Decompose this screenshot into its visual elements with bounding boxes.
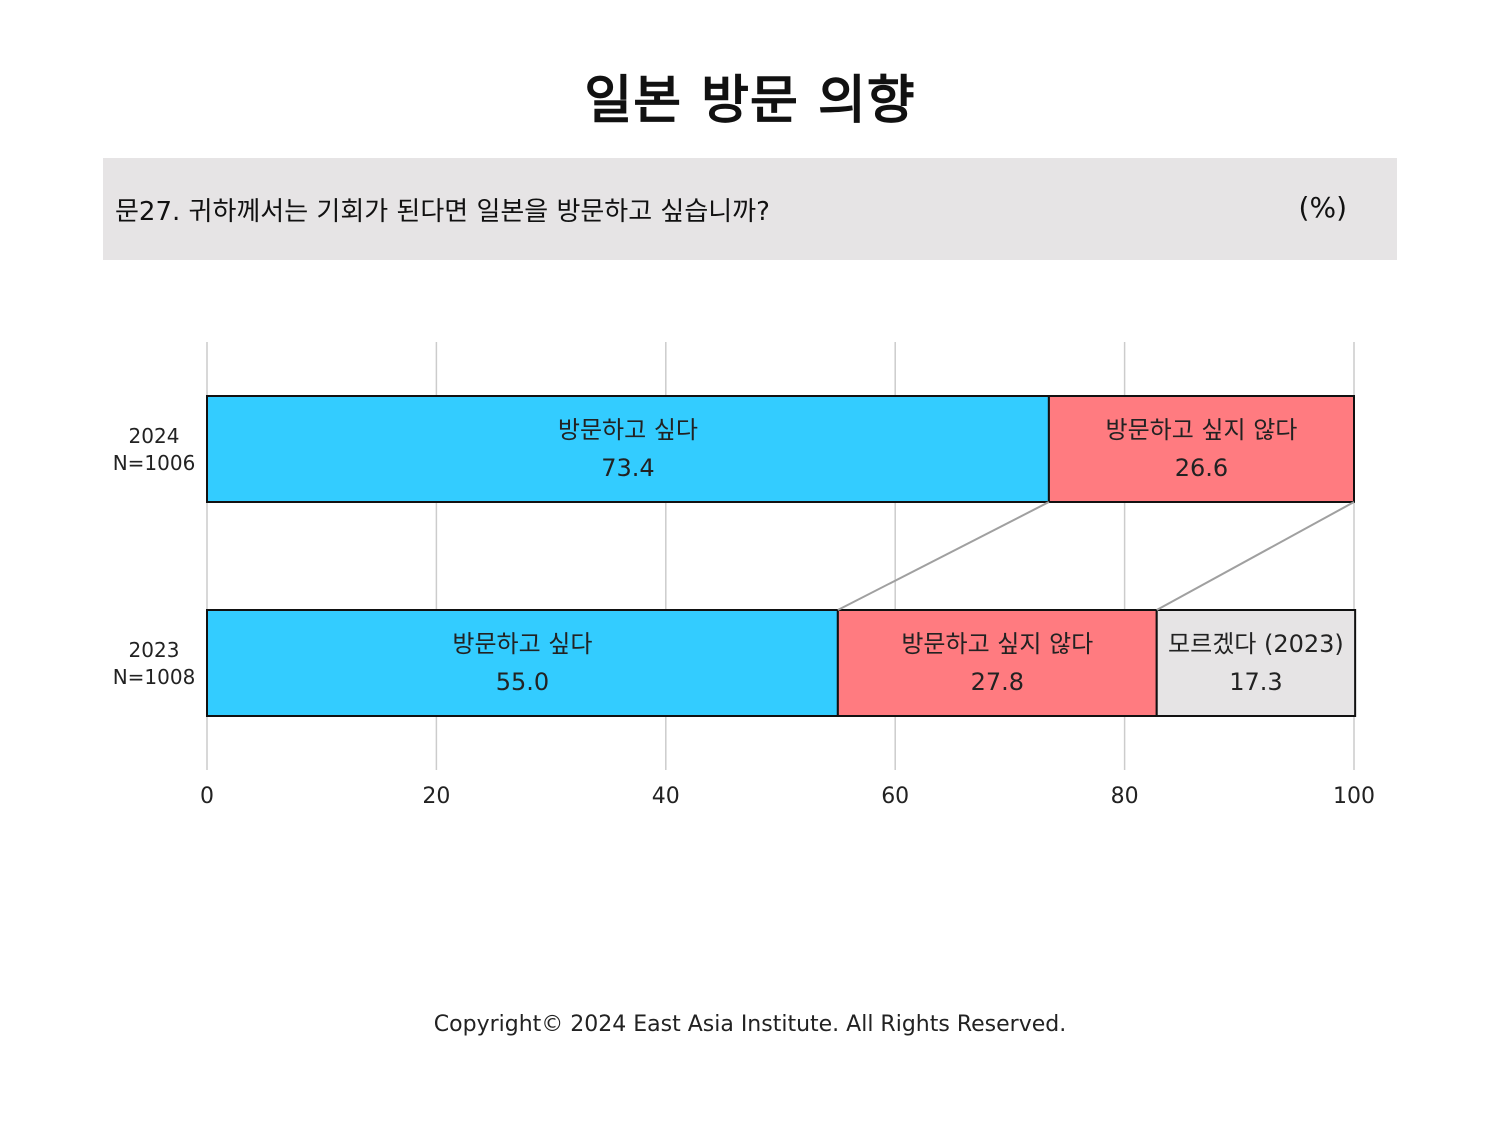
bar-2024-series-1 bbox=[1047, 395, 1355, 503]
bar-value-2023-series-0: 55.0 bbox=[496, 668, 549, 696]
page-title: 일본 방문 의향 bbox=[584, 71, 916, 131]
bar-value-2024-series-1: 26.6 bbox=[1175, 454, 1228, 482]
bar-label-2024-series-1: 방문하고 싶지 않다 bbox=[1105, 416, 1297, 444]
category-year-2024: 2024 bbox=[129, 424, 180, 448]
bar-2024-series-0 bbox=[206, 395, 1050, 503]
x-tick-label-80: 80 bbox=[1111, 784, 1139, 809]
x-tick-label-60: 60 bbox=[881, 784, 909, 809]
question-banner: 문27. 귀하께서는 기회가 된다면 일본을 방문하고 싶습니까? (%) bbox=[103, 158, 1397, 260]
bar-label-2023-series-0: 방문하고 싶다 bbox=[452, 630, 592, 658]
x-tick-label-20: 20 bbox=[422, 784, 450, 809]
bar-2023-series-0 bbox=[206, 609, 839, 717]
question-text: 문27. 귀하께서는 기회가 된다면 일본을 방문하고 싶습니까? bbox=[115, 197, 770, 227]
bar-label-2023-series-1: 방문하고 싶지 않다 bbox=[901, 630, 1093, 658]
connector-line-1 bbox=[1156, 501, 1355, 611]
x-tick-label-100: 100 bbox=[1333, 784, 1375, 809]
category-year-2023: 2023 bbox=[129, 638, 180, 662]
connector-line-0 bbox=[837, 501, 1050, 611]
bar-2023-series-1 bbox=[836, 609, 1158, 717]
bar-label-2024-series-0: 방문하고 싶다 bbox=[558, 416, 698, 444]
copyright-footer: Copyright© 2024 East Asia Institute. All… bbox=[433, 1012, 1067, 1037]
bar-value-2024-series-0: 73.4 bbox=[601, 454, 654, 482]
category-n-2024: N=1006 bbox=[113, 451, 196, 475]
bar-label-2023-series-2: 모르겠다 (2023) bbox=[1168, 630, 1344, 658]
bar-value-2023-series-1: 27.8 bbox=[971, 668, 1024, 696]
bar-2023-series-2 bbox=[1155, 609, 1357, 717]
x-tick-label-40: 40 bbox=[652, 784, 680, 809]
bar-value-2023-series-2: 17.3 bbox=[1229, 668, 1282, 696]
category-n-2023: N=1008 bbox=[113, 665, 196, 689]
x-tick-label-0: 0 bbox=[200, 784, 214, 809]
unit-label: (%) bbox=[1298, 191, 1347, 224]
